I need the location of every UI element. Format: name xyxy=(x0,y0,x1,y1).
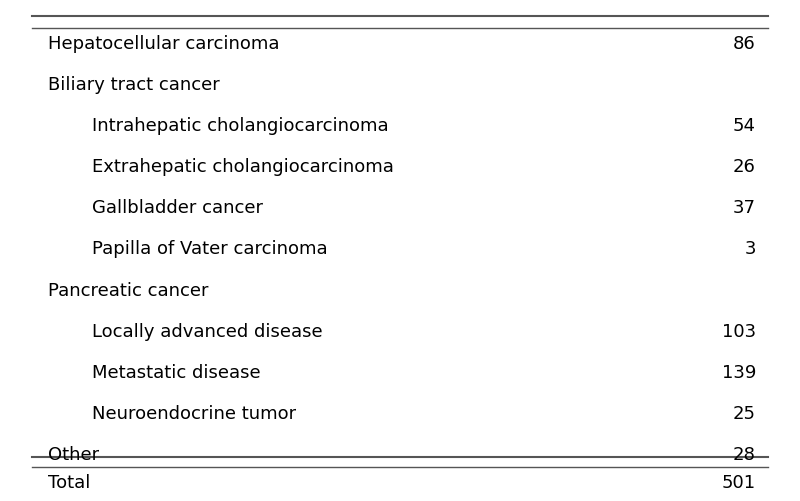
Text: Locally advanced disease: Locally advanced disease xyxy=(92,323,322,341)
Text: Other: Other xyxy=(48,446,99,464)
Text: 86: 86 xyxy=(734,35,756,53)
Text: 25: 25 xyxy=(733,405,756,423)
Text: 37: 37 xyxy=(733,199,756,217)
Text: 26: 26 xyxy=(733,158,756,176)
Text: Hepatocellular carcinoma: Hepatocellular carcinoma xyxy=(48,35,279,53)
Text: 3: 3 xyxy=(745,240,756,259)
Text: Pancreatic cancer: Pancreatic cancer xyxy=(48,282,209,300)
Text: Intrahepatic cholangiocarcinoma: Intrahepatic cholangiocarcinoma xyxy=(92,117,389,135)
Text: Biliary tract cancer: Biliary tract cancer xyxy=(48,76,220,94)
Text: 103: 103 xyxy=(722,323,756,341)
Text: 139: 139 xyxy=(722,364,756,382)
Text: Extrahepatic cholangiocarcinoma: Extrahepatic cholangiocarcinoma xyxy=(92,158,394,176)
Text: 28: 28 xyxy=(733,446,756,464)
Text: 54: 54 xyxy=(733,117,756,135)
Text: Neuroendocrine tumor: Neuroendocrine tumor xyxy=(92,405,296,423)
Text: Total: Total xyxy=(48,474,90,492)
Text: Metastatic disease: Metastatic disease xyxy=(92,364,261,382)
Text: 501: 501 xyxy=(722,474,756,492)
Text: Papilla of Vater carcinoma: Papilla of Vater carcinoma xyxy=(92,240,328,259)
Text: Gallbladder cancer: Gallbladder cancer xyxy=(92,199,263,217)
